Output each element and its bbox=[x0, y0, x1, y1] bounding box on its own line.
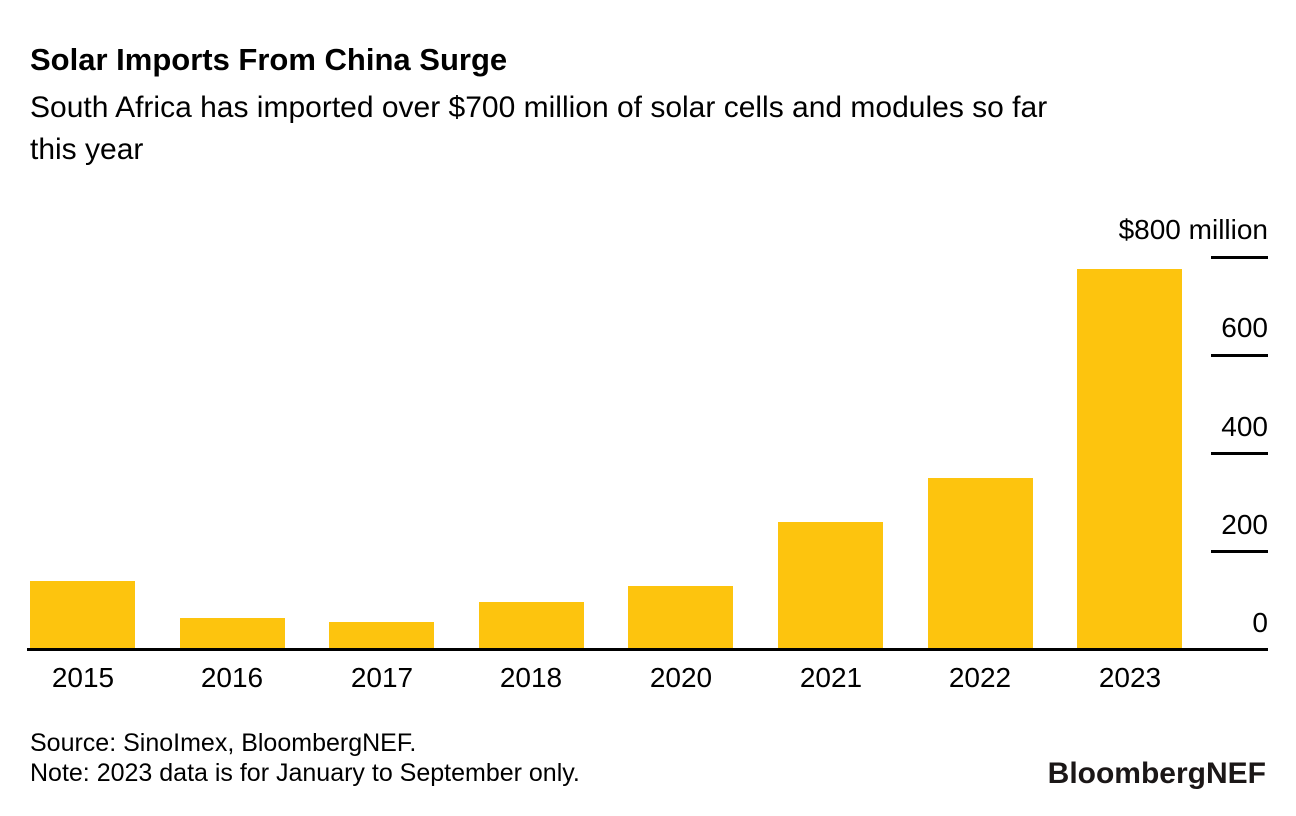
chart-title: Solar Imports From China Surge bbox=[30, 42, 508, 77]
bar-2023 bbox=[1077, 269, 1182, 650]
bar-2022 bbox=[928, 478, 1033, 650]
y-tick-mark-800 bbox=[1211, 256, 1268, 259]
chart-subtitle-line1: South Africa has imported over $700 mill… bbox=[30, 91, 1048, 124]
x-tick-label-2017: 2017 bbox=[350, 662, 414, 693]
chart-footnotes: Source: SinoImex, BloombergNEF. Note: 20… bbox=[30, 729, 580, 788]
y-tick-label-400: 400 bbox=[1221, 411, 1268, 442]
chart-subtitle: South Africa has imported over $700 mill… bbox=[30, 87, 1280, 171]
y-tick-mark-200 bbox=[1211, 550, 1268, 553]
x-tick-label-2016: 2016 bbox=[200, 662, 264, 693]
x-tick-label-2022: 2022 bbox=[948, 662, 1012, 693]
x-tick-label-2018: 2018 bbox=[499, 662, 563, 693]
x-axis-line bbox=[27, 648, 1268, 651]
y-tick-label-0: 0 bbox=[1252, 607, 1268, 638]
bar-2020 bbox=[628, 586, 733, 650]
bar-2016 bbox=[180, 618, 285, 650]
y-tick-label-600: 600 bbox=[1221, 312, 1268, 343]
bloombergnef-logo: BloombergNEF bbox=[1047, 757, 1266, 790]
bar-2021 bbox=[778, 522, 883, 650]
plot-area bbox=[27, 210, 1268, 650]
x-tick-label-2015: 2015 bbox=[51, 662, 115, 693]
bar-2015 bbox=[30, 581, 135, 650]
y-tick-label-800: $800 million bbox=[1118, 214, 1268, 245]
source-note: Source: SinoImex, BloombergNEF. bbox=[30, 729, 417, 757]
data-note: Note: 2023 data is for January to Septem… bbox=[30, 758, 580, 787]
chart-subtitle-line2: this year bbox=[30, 133, 144, 166]
y-tick-label-200: 200 bbox=[1221, 509, 1268, 540]
x-tick-label-2023: 2023 bbox=[1098, 662, 1162, 693]
y-tick-mark-400 bbox=[1211, 452, 1268, 455]
bar-2018 bbox=[479, 602, 584, 650]
bar-2017 bbox=[329, 622, 434, 650]
x-tick-label-2021: 2021 bbox=[799, 662, 863, 693]
y-tick-mark-600 bbox=[1211, 354, 1268, 357]
x-tick-label-2020: 2020 bbox=[649, 662, 713, 693]
